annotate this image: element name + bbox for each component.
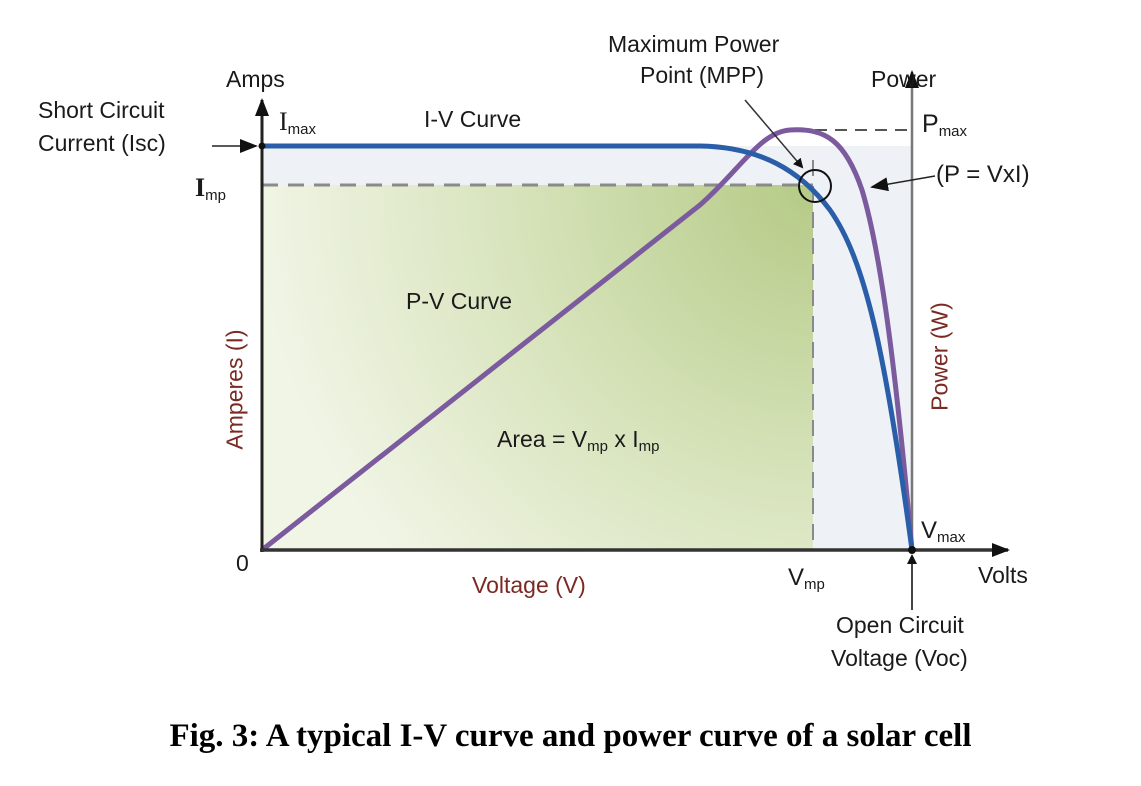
mpp-label-line1: Maximum Power xyxy=(608,31,780,57)
vmax-label: Vmax xyxy=(921,517,966,546)
imax-sub: max xyxy=(287,121,317,138)
iv-curve-label: I-V Curve xyxy=(424,106,522,132)
area-mid: x I xyxy=(607,426,639,452)
vmax-main: V xyxy=(921,517,938,544)
pv-curve-label: P-V Curve xyxy=(406,288,513,314)
imax-label: Imax xyxy=(279,107,317,138)
max-power-area xyxy=(262,185,813,550)
power-formula-arrow xyxy=(870,175,936,192)
amps-axis-label: Amps xyxy=(226,66,285,92)
iv-curve xyxy=(262,143,915,551)
vmp-main: V xyxy=(788,564,805,591)
power-axis-label: Power xyxy=(871,66,937,92)
short-circuit-label-line1: Short Circuit xyxy=(38,97,165,123)
area-label: Area = Vmp x Imp xyxy=(497,426,660,455)
power-formula-label: (P = VxI) xyxy=(936,161,1030,188)
mpp-pointer-arrow xyxy=(744,99,804,169)
imp-main: I xyxy=(195,173,206,202)
voc-label-line2: Voltage (Voc) xyxy=(831,645,968,671)
mpp-marker xyxy=(798,169,832,203)
short-circuit-label-line2: Current (Isc) xyxy=(38,130,166,156)
imp-sub: mp xyxy=(205,187,226,204)
imax-main: I xyxy=(279,107,288,136)
pmax-main: P xyxy=(922,110,939,138)
pmax-sub: max xyxy=(938,123,968,140)
voltage-axis-title: Voltage (V) xyxy=(472,572,586,598)
vmp-label: Vmp xyxy=(788,564,825,593)
amperes-axis-title: Amperes (I) xyxy=(221,329,248,450)
area-imp-sub: mp xyxy=(638,438,660,455)
origin-label: 0 xyxy=(236,550,249,576)
imp-label: Imp xyxy=(195,173,226,204)
vmax-sub: max xyxy=(937,529,966,546)
isc-point xyxy=(258,142,266,150)
mpp-label-line2: Point (MPP) xyxy=(640,62,764,88)
voc-point xyxy=(908,546,916,554)
power-axis-title: Power (W) xyxy=(926,302,953,411)
vmp-sub: mp xyxy=(804,576,825,593)
voc-label-line1: Open Circuit xyxy=(836,612,964,638)
figure-caption: Fig. 3: A typical I-V curve and power cu… xyxy=(169,718,972,754)
area-vmp-sub: mp xyxy=(587,438,608,455)
area-prefix: Area = V xyxy=(497,426,588,452)
volts-axis-label: Volts xyxy=(978,562,1028,588)
pmax-label: Pmax xyxy=(922,110,968,140)
